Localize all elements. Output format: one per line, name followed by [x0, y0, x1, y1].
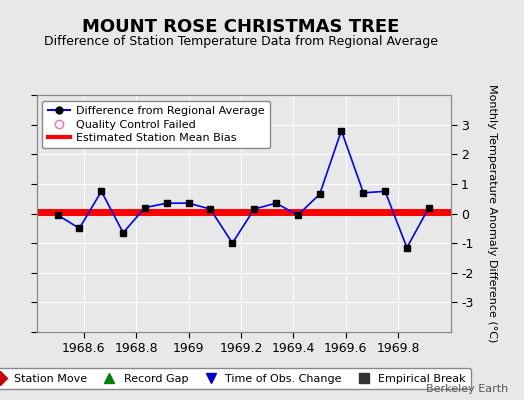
Text: MOUNT ROSE CHRISTMAS TREE: MOUNT ROSE CHRISTMAS TREE	[82, 18, 400, 36]
Legend: Station Move, Record Gap, Time of Obs. Change, Empirical Break: Station Move, Record Gap, Time of Obs. C…	[0, 368, 471, 390]
Text: Difference of Station Temperature Data from Regional Average: Difference of Station Temperature Data f…	[44, 35, 438, 48]
Text: Berkeley Earth: Berkeley Earth	[426, 384, 508, 394]
Y-axis label: Monthly Temperature Anomaly Difference (°C): Monthly Temperature Anomaly Difference (…	[487, 84, 497, 343]
